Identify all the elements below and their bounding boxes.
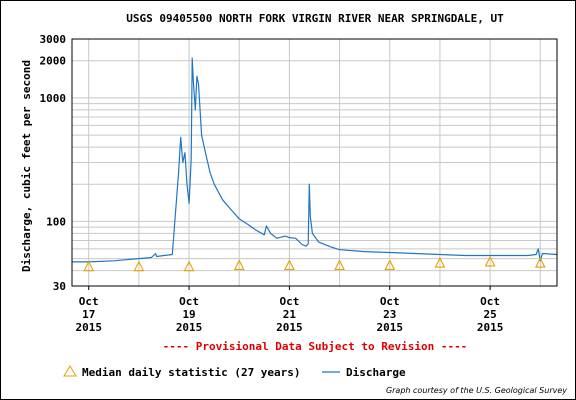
x-tick-label: 2015 xyxy=(276,321,303,334)
median-marker xyxy=(384,259,396,271)
discharge-line xyxy=(72,57,558,263)
median-marker xyxy=(233,259,245,271)
x-tick-label: 2015 xyxy=(176,321,203,334)
legend: Median daily statistic (27 years) Discha… xyxy=(63,365,406,379)
x-tick-label: 17 xyxy=(82,308,95,321)
x-tick-label: 25 xyxy=(483,308,496,321)
x-tick-label: Oct xyxy=(279,295,299,308)
median-marker xyxy=(83,260,95,272)
median-marker xyxy=(484,255,496,267)
legend-median-label: Median daily statistic (27 years) xyxy=(82,366,301,379)
grid-lines xyxy=(72,38,557,287)
median-marker xyxy=(534,256,546,268)
median-marker xyxy=(133,260,145,272)
provisional-notice: ---- Provisional Data Subject to Revisio… xyxy=(163,340,468,353)
x-tick-label: Oct xyxy=(79,295,99,308)
series-median xyxy=(83,255,546,272)
x-tick-label: 2015 xyxy=(75,321,102,334)
x-tick-label: 21 xyxy=(283,308,297,321)
legend-median-marker xyxy=(63,365,77,377)
x-tick-label: Oct xyxy=(179,295,199,308)
y-tick-label: 30 xyxy=(53,280,66,293)
median-marker xyxy=(183,260,195,272)
series-discharge xyxy=(72,57,558,263)
x-tick-label: 23 xyxy=(383,308,396,321)
chart-title: USGS 09405500 NORTH FORK VIRGIN RIVER NE… xyxy=(126,12,504,25)
x-tick-label: 2015 xyxy=(377,321,404,334)
median-marker xyxy=(434,256,446,268)
x-tick-label: Oct xyxy=(480,295,500,308)
y-tick-label: 3000 xyxy=(40,33,67,46)
x-tick-label: 2015 xyxy=(477,321,504,334)
x-tick-label: Oct xyxy=(380,295,400,308)
credit-text: Graph courtesy of the U.S. Geological Su… xyxy=(386,386,567,395)
y-tick-label: 100 xyxy=(46,215,66,228)
legend-discharge-label: Discharge xyxy=(346,366,406,379)
y-tick-labels: 30 100 1000 2000 3000 xyxy=(40,33,67,293)
y-tick-label: 2000 xyxy=(40,55,67,68)
y-tick-label: 1000 xyxy=(40,92,67,105)
x-tick-label: 19 xyxy=(182,308,195,321)
x-tick-labels: Oct172015Oct192015Oct212015Oct232015Oct2… xyxy=(75,286,503,334)
y-axis-label: Discharge, cubic feet per second xyxy=(20,60,33,272)
median-marker xyxy=(284,259,295,271)
plot-border xyxy=(71,38,558,287)
median-marker xyxy=(334,259,345,271)
